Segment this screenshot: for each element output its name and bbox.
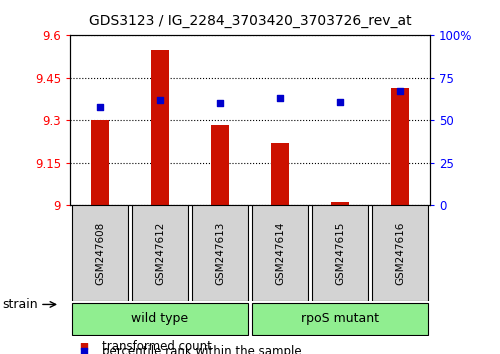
Text: GSM247616: GSM247616 xyxy=(395,221,405,285)
Text: GSM247608: GSM247608 xyxy=(95,222,105,285)
Bar xyxy=(192,205,248,301)
Bar xyxy=(312,205,368,301)
Text: strain: strain xyxy=(2,298,38,311)
Bar xyxy=(271,143,289,205)
Point xyxy=(276,96,284,101)
Text: GSM247614: GSM247614 xyxy=(275,221,285,285)
Point xyxy=(80,348,88,354)
Text: GSM247615: GSM247615 xyxy=(335,221,345,285)
Text: transformed count: transformed count xyxy=(102,339,212,353)
Bar xyxy=(91,120,109,205)
Bar xyxy=(72,303,248,335)
Text: GSM247612: GSM247612 xyxy=(155,221,165,285)
Text: wild type: wild type xyxy=(132,312,188,325)
Text: GSM247613: GSM247613 xyxy=(215,221,225,285)
Bar xyxy=(132,205,188,301)
Bar xyxy=(331,202,349,205)
Point xyxy=(216,101,224,106)
Bar xyxy=(72,205,128,301)
Text: percentile rank within the sample: percentile rank within the sample xyxy=(102,345,302,354)
Bar xyxy=(252,303,428,335)
Point xyxy=(396,88,404,94)
Text: GDS3123 / IG_2284_3703420_3703726_rev_at: GDS3123 / IG_2284_3703420_3703726_rev_at xyxy=(88,14,411,28)
Bar xyxy=(151,50,169,205)
Text: rpoS mutant: rpoS mutant xyxy=(301,312,379,325)
Point xyxy=(96,104,104,110)
Bar xyxy=(211,125,229,205)
Point xyxy=(156,97,164,103)
Point xyxy=(80,343,88,349)
Bar xyxy=(391,88,409,205)
Bar xyxy=(252,205,308,301)
Bar xyxy=(372,205,428,301)
Point xyxy=(336,99,344,104)
